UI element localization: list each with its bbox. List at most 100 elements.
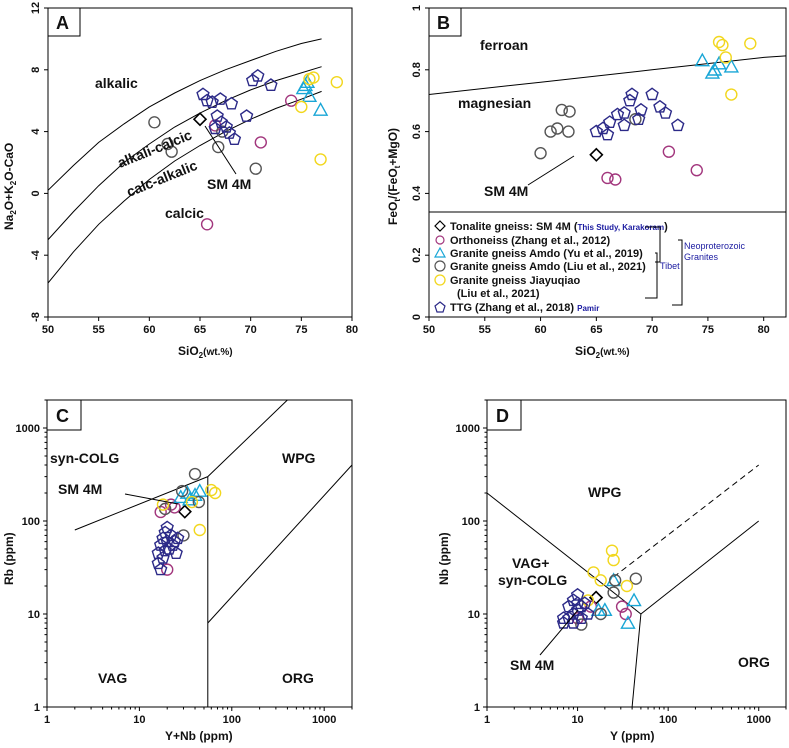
data-point-jiayuqiao (156, 498, 170, 511)
data-point-amdo_yu (301, 88, 318, 102)
data-point-orthogneiss (200, 218, 214, 231)
panel-d-letter-box (486, 399, 522, 431)
legend-item-ttg: TTG (Zhang et al., 2018) Pamir (434, 301, 599, 314)
y-tick-label: 0.2 (411, 248, 423, 263)
panel-b-plot-layer: 50 55 60 65 70 75 80 0 0.2 0.4 0.6 0.8 1 (411, 5, 787, 336)
data-point-jiayuqiao (605, 544, 619, 557)
data-point-orthogneiss (690, 164, 703, 177)
data-point-ttg (600, 127, 615, 141)
data-point-ttg (224, 96, 239, 110)
data-point-amdo_liu (161, 137, 174, 151)
data-point-ttg (570, 596, 585, 610)
y-tick-label: 100 (462, 516, 480, 528)
data-point-ttg (213, 92, 228, 105)
panel-a-plot-layer: 50 55 60 65 70 75 80 -8 -4 0 4 8 12 (30, 2, 358, 336)
panel-c-letter: C (56, 406, 69, 426)
legend-label: Granite gneiss Amdo (Yu et al., 2019) (450, 248, 643, 260)
data-point-jiayuqiao (712, 35, 726, 49)
y-tick-label: 10 (28, 609, 40, 621)
data-point-ttg (210, 109, 224, 122)
legend-item-tonalite: Tonalite gneiss: SM 4M (This Study, Kara… (434, 220, 668, 233)
y-tick-label: 0 (30, 190, 42, 196)
data-point-amdo_liu (594, 607, 607, 621)
panel-a-field-calcic: calcic (165, 205, 204, 221)
plot-frame (47, 7, 353, 318)
panel-d-field-vag: VAG+ (512, 555, 549, 571)
data-point-ttg (596, 121, 610, 135)
legend-diamond-icon (434, 220, 446, 232)
data-point-jiayuqiao (205, 483, 218, 497)
data-point-jiayuqiao (744, 37, 757, 50)
x-tick-label: 50 (42, 324, 54, 336)
x-tick-label: 1000 (312, 714, 336, 726)
data-point-amdo_liu (249, 162, 262, 175)
x-tick-label: 70 (646, 324, 658, 336)
legend-bracket-neo (672, 239, 683, 306)
data-point-ttg (671, 118, 685, 132)
legend-pentagon-icon (434, 301, 446, 313)
data-point-amdo_liu (563, 105, 576, 118)
x-tick-label: 1000 (746, 714, 770, 726)
data-point-jiayuqiao (607, 553, 620, 567)
y-tick-label: 1000 (16, 423, 40, 435)
data-point-jiayuqiao (185, 495, 199, 509)
data-point-ttg (200, 93, 214, 107)
data-point-amdo_liu (175, 484, 189, 498)
y-tick-label: 0 (411, 314, 423, 320)
data-point-amdo_yu (192, 483, 208, 497)
data-point-ttg (169, 546, 183, 559)
x-tick-label: 10 (133, 714, 145, 726)
x-tick-label: 75 (702, 324, 714, 336)
boundary-line (74, 476, 208, 531)
data-point-jiayuqiao (725, 88, 738, 101)
data-point-ttg (617, 106, 631, 119)
panel-d-arrow (539, 609, 579, 656)
data-point-ttg (227, 132, 242, 146)
x-tick-label: 75 (295, 324, 307, 336)
data-point-ttg (208, 121, 222, 135)
data-point-amdo_liu (629, 572, 643, 585)
panel-a-annotation: SM 4M (207, 176, 251, 192)
boundary-line (207, 400, 288, 477)
x-tick-label: 55 (479, 324, 491, 336)
data-point-orthogneiss (285, 94, 298, 107)
panel-b-arrow (527, 155, 575, 186)
data-point-amdo_liu (165, 145, 178, 158)
data-point-jiayuqiao (193, 523, 206, 537)
data-point-ttg (205, 95, 219, 109)
data-point-tonalite (589, 147, 604, 162)
x-tick-label: 100 (223, 714, 241, 726)
panel-a-xlabel: SiO2(wt.%) (178, 344, 233, 360)
boundary-line (48, 90, 322, 284)
data-point-ttg (245, 73, 260, 87)
data-point-ttg (160, 520, 174, 534)
data-point-amdo_yu (597, 602, 613, 617)
legend-item-orthogneiss: Orthoneiss (Zhang et al., 2012) (435, 235, 610, 247)
data-point-amdo_yu (187, 487, 203, 501)
data-point-amdo_liu (607, 586, 620, 599)
panel-c-plot-layer: 1 10 100 1000 1 10 100 1000 (16, 399, 353, 726)
x-tick-label: 65 (590, 324, 602, 336)
data-point-jiayuqiao (716, 38, 729, 52)
panel-d-field-org: ORG (738, 654, 770, 670)
data-point-orthogneiss (615, 600, 629, 613)
boundary-line (48, 38, 322, 191)
data-point-tonalite (177, 504, 192, 519)
legend-bracket-top (645, 226, 661, 263)
legend-circle-icon (434, 260, 446, 272)
data-point-ttg (634, 102, 648, 116)
data-point-orthogneiss (662, 145, 676, 158)
legend-label-continued: (Liu et al., 2021) (457, 288, 540, 300)
panel-a-ylabel: Na2O+K2O-CaO (2, 143, 18, 230)
panel-c-letter-box (46, 399, 82, 431)
x-tick-label: 70 (245, 324, 257, 336)
data-point-orthogneiss (161, 563, 174, 576)
panel-b-ylabel: FeOt/(FeOt+MgO) (386, 128, 402, 225)
y-tick-label: 0.8 (411, 62, 423, 77)
plot-frame (46, 399, 353, 708)
panel-b: 50 55 60 65 70 75 80 0 0.2 0.4 0.6 0.8 1 B ferroan m… (386, 5, 787, 360)
data-point-ttg (645, 87, 659, 101)
data-point-ttg (578, 596, 592, 610)
y-tick-label: -4 (30, 249, 42, 260)
